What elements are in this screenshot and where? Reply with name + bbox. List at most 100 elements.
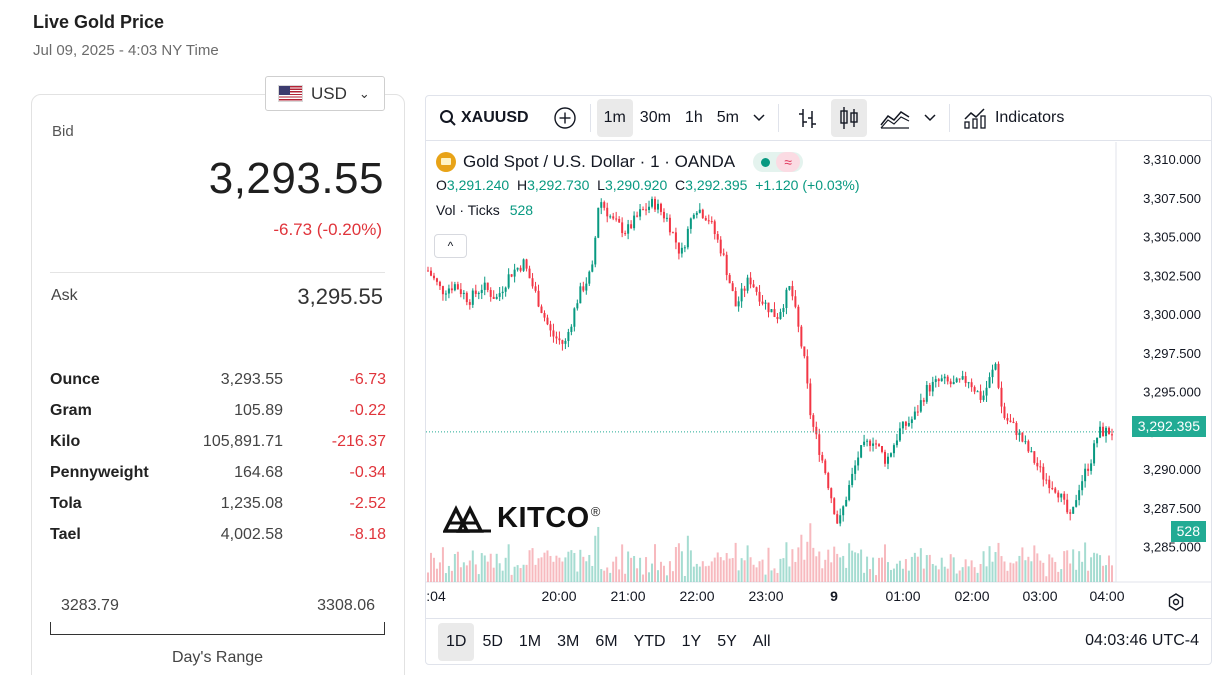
area-style-button[interactable] xyxy=(873,99,917,137)
volume-bar xyxy=(477,574,480,582)
volume-bar xyxy=(901,568,904,582)
compare-button[interactable] xyxy=(546,99,584,137)
unit-row: Kilo 105,891.71 -216.37 xyxy=(50,426,386,457)
candle-body xyxy=(994,363,997,370)
volume-bar xyxy=(1096,553,1099,582)
candle-body xyxy=(836,514,839,524)
symbol-search-button[interactable]: XAUUSD xyxy=(432,99,536,137)
interval-5m[interactable]: 5m xyxy=(716,109,739,126)
interval-1m[interactable]: 1m xyxy=(596,99,633,137)
volume-bar xyxy=(782,558,785,582)
volume-bar xyxy=(1021,547,1024,582)
candle-body xyxy=(456,284,459,290)
unit-name: Pennyweight xyxy=(50,463,149,481)
volume-bar xyxy=(746,545,749,582)
candle-body xyxy=(498,293,501,297)
settings-gear-icon[interactable] xyxy=(1167,593,1185,611)
volume-bar xyxy=(707,565,710,582)
volume-bar xyxy=(806,541,809,582)
candle-body xyxy=(707,220,710,222)
volume-bar xyxy=(576,571,579,582)
chart-type-dropdown-button[interactable] xyxy=(917,99,943,137)
volume-bar xyxy=(427,572,429,582)
candle-body xyxy=(1021,432,1024,442)
volume-bar xyxy=(898,560,901,582)
candle-body xyxy=(1081,481,1084,491)
candle-body xyxy=(432,275,435,279)
volume-bar xyxy=(636,568,639,582)
candle-body xyxy=(612,216,615,219)
candle-body xyxy=(779,311,782,320)
interval-dropdown-button[interactable] xyxy=(746,99,772,137)
candle-body xyxy=(668,217,671,233)
candle-body xyxy=(686,228,689,248)
bid-price: 3,293.55 xyxy=(208,154,384,203)
interval-30m[interactable]: 30m xyxy=(639,109,671,126)
volume-bar xyxy=(480,553,483,582)
volume-bar xyxy=(961,567,964,582)
candle-body xyxy=(875,443,878,445)
volume-bar xyxy=(683,575,686,582)
candle-body xyxy=(698,209,701,213)
y-tick-label: 3,307.500 xyxy=(1143,191,1201,206)
candles-style-button[interactable] xyxy=(830,99,867,137)
volume-bar xyxy=(869,569,872,582)
volume-bar xyxy=(1003,561,1006,582)
chart-area[interactable]: 3,310.000 3,307.500 3,305.000 3,302.500 3,30… xyxy=(426,142,1211,616)
volume-bar xyxy=(486,561,489,582)
chevron-down-icon xyxy=(753,114,765,122)
interval-1h[interactable]: 1h xyxy=(684,109,703,126)
unit-price: 105,891.71 xyxy=(202,432,283,450)
bar-style-button[interactable] xyxy=(789,99,825,137)
candle-body xyxy=(901,421,904,429)
candle-body xyxy=(474,290,477,294)
candle-body xyxy=(621,222,624,234)
volume-bar xyxy=(833,546,836,582)
range-ytd[interactable]: YTD xyxy=(633,632,666,650)
volume-bar xyxy=(985,566,988,582)
candle-body xyxy=(579,286,582,304)
range-1d[interactable]: 1D xyxy=(438,622,475,661)
volume-bar xyxy=(1006,570,1009,582)
candle-body xyxy=(558,338,561,341)
candle-body xyxy=(555,336,558,339)
range-5y[interactable]: 5Y xyxy=(717,632,737,650)
candle-body xyxy=(713,221,716,235)
volume-bar xyxy=(633,556,636,582)
candle-body xyxy=(597,207,600,238)
volume-bar xyxy=(465,565,468,582)
candle-body xyxy=(495,296,498,299)
volume-value: 528 xyxy=(509,202,534,218)
candle-body xyxy=(851,473,854,486)
volume-bar xyxy=(791,549,794,582)
volume-bar xyxy=(435,568,438,582)
volume-bar xyxy=(952,557,955,582)
collapse-legend-button[interactable]: ^ xyxy=(434,234,467,258)
volume-bar xyxy=(722,560,725,582)
volume-bar xyxy=(618,569,621,582)
range-3m[interactable]: 3M xyxy=(557,632,580,650)
y-tick-label: 3,287.500 xyxy=(1143,501,1201,516)
range-1y[interactable]: 1Y xyxy=(681,632,702,650)
range-1m[interactable]: 1M xyxy=(518,632,542,650)
candle-body xyxy=(1099,426,1102,438)
candle-body xyxy=(537,290,540,307)
range-6m[interactable]: 6M xyxy=(595,632,618,650)
candle-body xyxy=(468,302,471,305)
indicators-button[interactable]: Indicators xyxy=(956,99,1071,137)
volume-bar xyxy=(827,549,830,582)
candle-body xyxy=(979,391,982,400)
range-5d[interactable]: 5D xyxy=(482,632,503,650)
unit-price: 164.68 xyxy=(234,463,283,481)
volume-bar xyxy=(513,566,516,582)
volume-bar xyxy=(564,557,567,582)
volume-bar xyxy=(1063,551,1066,582)
candle-body xyxy=(1051,488,1054,490)
volume-bar xyxy=(878,557,881,582)
currency-select[interactable]: USD ⌄ xyxy=(265,76,385,111)
range-all[interactable]: All xyxy=(752,632,771,650)
ask-label: Ask xyxy=(51,287,78,304)
candle-body xyxy=(785,289,788,308)
volume-bar xyxy=(615,556,618,582)
volume-bar xyxy=(710,561,713,582)
